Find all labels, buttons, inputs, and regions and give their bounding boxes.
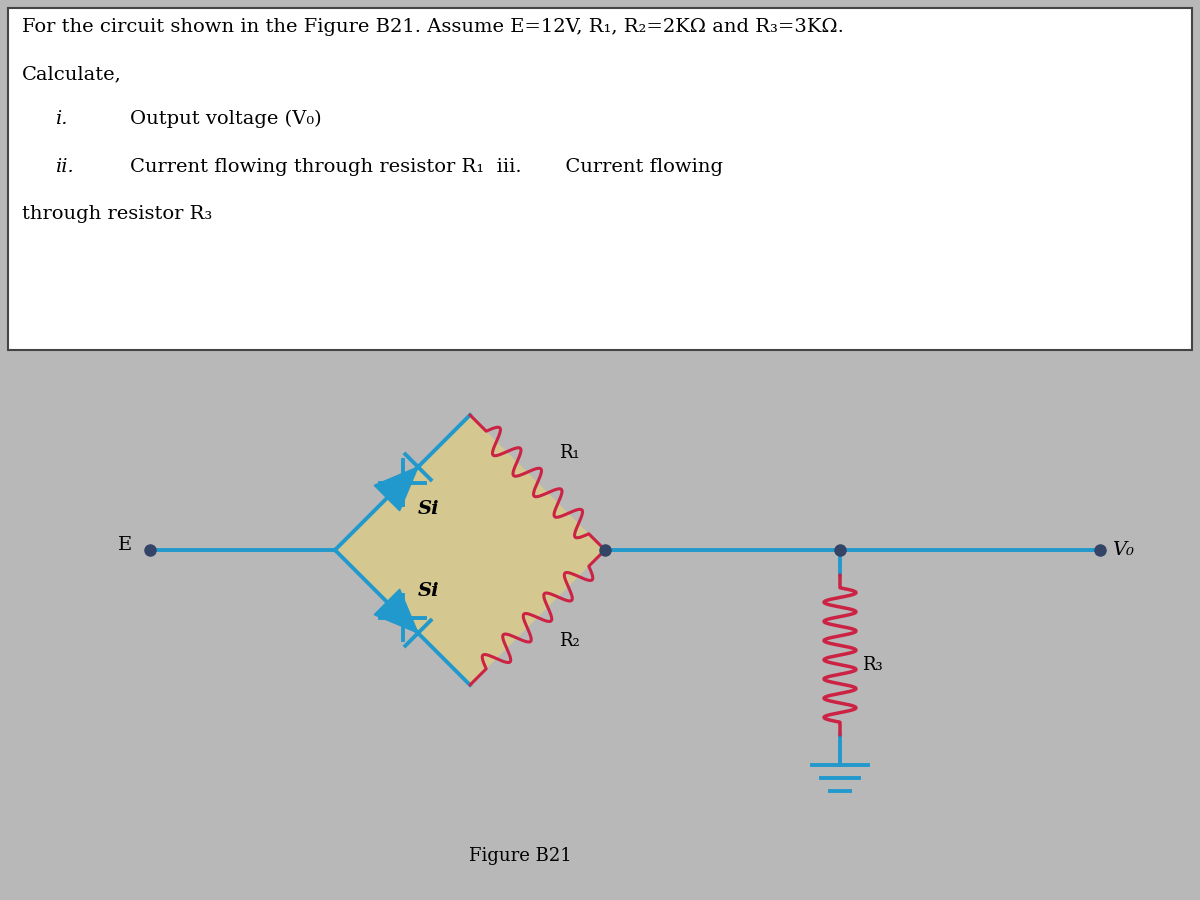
Polygon shape	[374, 467, 418, 511]
Polygon shape	[335, 415, 605, 685]
Text: through resistor R₃: through resistor R₃	[22, 205, 212, 223]
Text: R₂: R₂	[559, 633, 581, 651]
Text: Si: Si	[418, 500, 439, 518]
Text: i.: i.	[55, 110, 67, 128]
Text: R₁: R₁	[559, 445, 580, 463]
Text: R₃: R₃	[862, 656, 883, 674]
Text: Figure B21: Figure B21	[469, 847, 571, 865]
Text: Current flowing through resistor R₁  iii.       Current flowing: Current flowing through resistor R₁ iii.…	[130, 158, 722, 176]
Text: For the circuit shown in the Figure B21. Assume E=12V, R₁, R₂=2KΩ and R₃=3KΩ.: For the circuit shown in the Figure B21.…	[22, 18, 844, 36]
Text: Output voltage (V₀): Output voltage (V₀)	[130, 110, 322, 128]
Text: E: E	[118, 536, 132, 554]
FancyBboxPatch shape	[8, 8, 1192, 350]
Text: ii.: ii.	[55, 158, 73, 176]
Text: Calculate,: Calculate,	[22, 65, 121, 83]
Polygon shape	[374, 590, 418, 633]
Text: V₀: V₀	[1112, 541, 1134, 559]
Text: Si: Si	[418, 581, 439, 599]
